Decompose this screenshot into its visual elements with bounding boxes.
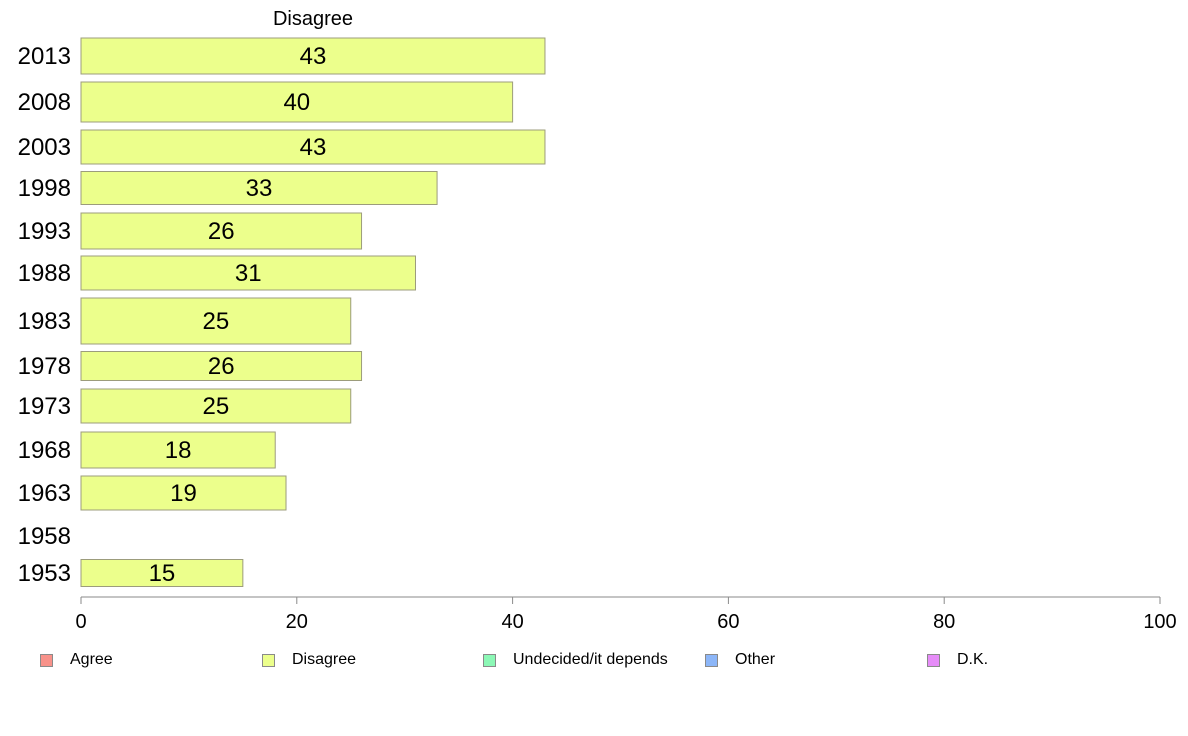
- chart-title: Disagree: [273, 8, 353, 30]
- data-label-1953: 15: [149, 560, 176, 587]
- x-tick-label-60: 60: [717, 611, 739, 633]
- x-axis: 0 20 40 60 80 100: [75, 596, 1177, 633]
- legend-label-agree: Agree: [70, 651, 113, 668]
- legend-swatch-disagree: [262, 653, 275, 667]
- y-tick-label-1958: 1958: [18, 523, 71, 550]
- bar-1993: [80, 212, 363, 250]
- bar-1983: [80, 297, 352, 345]
- data-label-1998: 33: [246, 175, 273, 202]
- legend-label-other: Other: [735, 651, 776, 668]
- legend-swatch-undecided: [483, 653, 496, 667]
- x-tick-label-20: 20: [286, 611, 308, 633]
- x-tick-label-40: 40: [501, 611, 523, 633]
- y-tick-label-1983: 1983: [18, 308, 71, 335]
- y-tick-label-1993: 1993: [18, 218, 71, 245]
- data-label-1983: 25: [203, 308, 230, 335]
- y-tick-label-1978: 1978: [18, 353, 71, 380]
- legend-label-undecided: Undecided/it depends: [513, 651, 668, 668]
- legend-item-other: Other: [705, 648, 775, 672]
- data-label-1968: 18: [165, 437, 192, 464]
- y-tick-label-2003: 2003: [18, 134, 71, 161]
- data-label-1988: 31: [235, 260, 262, 287]
- y-tick-label-1998: 1998: [18, 175, 71, 202]
- y-tick-label-2013: 2013: [18, 43, 71, 70]
- data-label-1978: 26: [208, 353, 235, 380]
- x-tick-label-100: 100: [1143, 611, 1176, 633]
- x-tick-label-80: 80: [933, 611, 955, 633]
- data-label-2003: 43: [300, 134, 327, 161]
- bar-1968: [80, 431, 276, 469]
- legend-item-agree: Agree: [40, 648, 113, 672]
- y-tick-label-1953: 1953: [18, 560, 71, 587]
- bar-1998: [80, 171, 438, 205]
- data-label-1973: 25: [203, 393, 230, 420]
- y-tick-label-1963: 1963: [18, 480, 71, 507]
- legend-item-disagree: Disagree: [262, 648, 356, 672]
- y-tick-label-1968: 1968: [18, 437, 71, 464]
- y-tick-label-2008: 2008: [18, 89, 71, 116]
- bar-group: 2013 43 2008 40 2003 43 1998 33 1993 26 1988 31 1983…: [18, 37, 546, 587]
- legend-swatch-dk: [927, 653, 940, 667]
- y-tick-label-1988: 1988: [18, 260, 71, 287]
- x-tick-label-0: 0: [75, 611, 86, 633]
- bar-1973: [80, 388, 352, 424]
- bar-2003: [80, 129, 546, 165]
- bar-1988: [80, 255, 416, 291]
- bar-1953: [80, 559, 244, 587]
- bar-2008: [80, 81, 514, 123]
- bar-1963: [80, 475, 287, 511]
- legend-item-undecided: Undecided/it depends: [483, 648, 668, 672]
- data-label-1963: 19: [170, 480, 197, 507]
- legend-item-dk: D.K.: [927, 648, 988, 672]
- y-tick-label-1973: 1973: [18, 393, 71, 420]
- legend-swatch-agree: [40, 653, 53, 667]
- legend-swatch-other: [705, 653, 718, 667]
- data-label-2008: 40: [283, 89, 310, 116]
- legend-label-dk: D.K.: [957, 651, 989, 668]
- legend-label-disagree: Disagree: [292, 651, 357, 668]
- data-label-2013: 43: [300, 43, 327, 70]
- data-label-1993: 26: [208, 218, 235, 245]
- bar-1978: [80, 351, 363, 381]
- bar-2013: [80, 37, 546, 75]
- legend: Agree Disagree Undecided/it depends Othe…: [0, 648, 1188, 672]
